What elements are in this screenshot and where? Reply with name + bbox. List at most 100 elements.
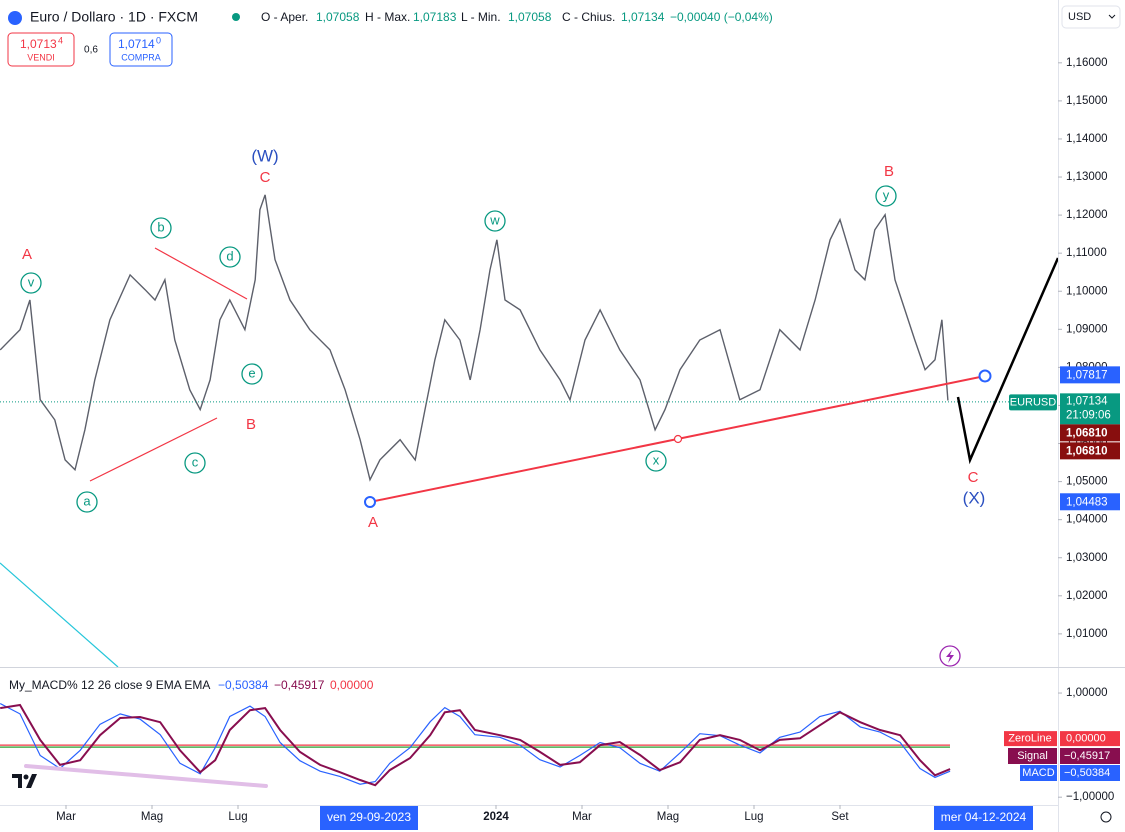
series-value: −0,50384: [1064, 767, 1110, 779]
buy-button[interactable]: [109, 32, 173, 67]
header-bg: [0, 0, 1058, 30]
price-pane: [0, 194, 1058, 482]
x-tick-label: Mag: [657, 811, 679, 823]
y-tick-label: 1,02000: [1066, 590, 1108, 602]
indicator-value: −0,50384: [218, 678, 269, 692]
bid-ask-label: 1,06810: [1066, 427, 1108, 439]
divergence-line: [24, 764, 268, 788]
bid-ask-label: 1,06810: [1066, 445, 1108, 457]
indicator-value: 0,00000: [330, 678, 374, 692]
wave-circle: [219, 246, 241, 268]
trendline-midpoint: [673, 434, 683, 444]
ohlc-value: 1,07058: [316, 10, 360, 24]
sell-pip: 4: [58, 35, 63, 45]
countdown: 21:09:06: [1066, 409, 1111, 421]
trendline-handle[interactable]: [978, 369, 992, 383]
y-tick-label: 1,05000: [1066, 476, 1108, 488]
zero-line-name-box: [1004, 731, 1057, 747]
level-label: 1,07817: [1066, 369, 1108, 381]
series-value: −0,45917: [1064, 750, 1110, 762]
sell-price: 1,0713: [20, 37, 57, 51]
symbol-title[interactable]: Euro / Dollaro · 1D · FXCM: [30, 9, 198, 25]
settings-icon[interactable]: [1100, 811, 1112, 823]
buy-price: 1,0714: [118, 37, 155, 51]
wave-circle: [241, 363, 263, 385]
logo: [12, 774, 37, 788]
crosshair-date: mer 04-12-2024: [941, 810, 1027, 824]
spread: 0,6: [84, 45, 98, 56]
bid-ask-box: [1060, 442, 1120, 460]
indicator-value: −0,45917: [274, 678, 325, 692]
wave-label: A: [368, 514, 378, 531]
wave-circle: [645, 450, 667, 472]
ohlc-label: L - Min.: [461, 10, 501, 24]
last-price-box: [1060, 393, 1120, 425]
currency: USD: [1068, 11, 1091, 23]
dropdown-arrow: [1108, 14, 1116, 19]
x-tick-label: Mag: [141, 811, 163, 823]
sell-label: VENDI: [27, 52, 55, 62]
wave-circle: [184, 452, 206, 474]
y-tick-label: 1,11000: [1066, 247, 1107, 259]
legend-name: Signal: [1017, 750, 1048, 762]
wedge-line: [89, 417, 218, 482]
wedge-line: [154, 247, 248, 300]
ohlc-label: O - Aper.: [261, 10, 308, 24]
wave-label: C: [968, 469, 979, 486]
wave-label: x: [653, 452, 660, 467]
indicator-line: [0, 703, 951, 787]
ohlc-value: 1,07183: [413, 10, 457, 24]
last-price-label: 1,07134: [1066, 395, 1108, 407]
price-line: [0, 194, 949, 482]
y-tick-label: 1,15000: [1066, 95, 1108, 107]
trendline-handle[interactable]: [364, 496, 376, 508]
ohlc-change: −0,00040 (−0,04%): [670, 10, 773, 24]
wave-circle: [484, 210, 506, 232]
series-value-box: [1060, 765, 1120, 781]
wave-circle: [150, 217, 172, 239]
lightning: [946, 650, 954, 663]
sell-button[interactable]: [7, 32, 75, 67]
logo-mark: [12, 774, 37, 788]
series-name-box: [1008, 748, 1057, 764]
crosshair-date: ven 29-09-2023: [327, 810, 411, 824]
y-tick-label: 1,14000: [1066, 133, 1108, 145]
projection-path: [956, 257, 1060, 465]
x-tick-label: Lug: [744, 811, 763, 823]
y-tick-label: 1,04000: [1066, 514, 1108, 526]
crosshair-date-box: [320, 806, 418, 830]
indicator-line: [0, 702, 951, 785]
indicator-title: My_MACD% 12 26 close 9 EMA EMA: [9, 678, 210, 692]
wave-label: y: [883, 187, 890, 202]
wave-label: B: [884, 163, 894, 180]
wave-label: A: [22, 246, 32, 263]
bid-ask-box: [1060, 424, 1120, 442]
wave-circle: [20, 272, 42, 294]
wave-label: v: [28, 274, 35, 289]
symbol-box: [1009, 394, 1057, 411]
y-tick-label: −1,00000: [1066, 791, 1114, 803]
crosshair-date-box: [934, 806, 1033, 830]
wave-label: d: [226, 248, 233, 263]
logo-dot: [23, 774, 29, 780]
y-tick-label: 1,13000: [1066, 171, 1108, 183]
ohlc-value: 1,07058: [508, 10, 552, 24]
symbol-icon: [8, 11, 22, 25]
wave-label: b: [157, 219, 164, 234]
wave-label: e: [248, 365, 255, 380]
zero-line-name: ZeroLine: [1008, 733, 1051, 745]
symbol-label: EURUSD: [1010, 396, 1057, 408]
y-tick-label: 1,03000: [1066, 552, 1108, 564]
x-tick-label: Mar: [56, 811, 76, 823]
wave-label: a: [83, 493, 91, 508]
wave-label: (X): [963, 488, 986, 507]
level-box: [1060, 493, 1120, 511]
market-status: [232, 13, 240, 21]
buy-label: COMPRA: [121, 52, 161, 62]
x-tick-label: Mar: [572, 811, 592, 823]
wave-label: (W): [251, 146, 278, 165]
wave-label: w: [489, 212, 500, 227]
ohlc-label: C - Chius.: [562, 10, 615, 24]
currency-dropdown[interactable]: [1061, 5, 1121, 29]
